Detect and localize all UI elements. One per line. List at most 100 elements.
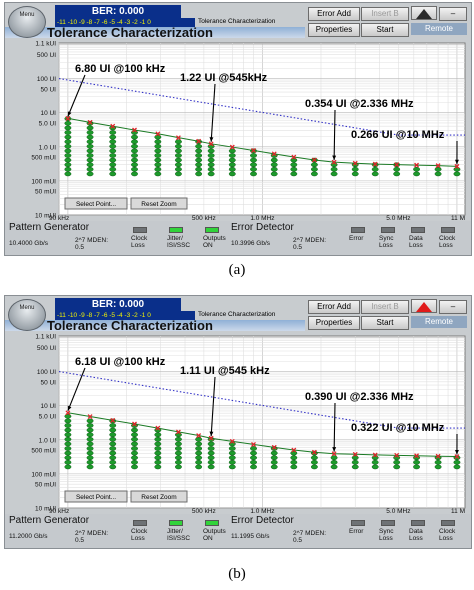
measurement-column xyxy=(270,446,278,470)
measurement-step xyxy=(131,157,138,163)
x-tick-label: 1.0 MHz xyxy=(250,508,274,514)
measurement-step xyxy=(154,157,162,163)
data-point-marker xyxy=(311,449,317,455)
error-add-button[interactable]: Error Add xyxy=(308,7,360,21)
measurement-step xyxy=(195,441,203,447)
measurement-column xyxy=(154,134,162,177)
measurement-step xyxy=(86,436,94,442)
measurement-column xyxy=(195,436,203,470)
measurement-step xyxy=(228,441,236,447)
x-tick-label: 500 kHz xyxy=(192,508,216,514)
data-point-marker xyxy=(132,421,137,427)
data-point-marker xyxy=(372,452,378,458)
properties-button[interactable]: Properties xyxy=(308,316,360,330)
measurement-step xyxy=(174,459,182,465)
measurement-step xyxy=(64,464,72,470)
measurement-step xyxy=(64,427,72,433)
measurement-step xyxy=(393,459,401,465)
select-point-button[interactable]: Select Point... xyxy=(64,197,128,210)
reset-zoom-button[interactable]: Reset Zoom xyxy=(130,490,188,503)
measurement-step xyxy=(109,436,117,442)
select-point-label: Select Point... xyxy=(76,494,116,501)
data-point-marker xyxy=(87,119,93,125)
measurement-column xyxy=(330,455,338,470)
measurement-step xyxy=(207,446,215,451)
measurement-step xyxy=(250,464,257,470)
measurement-step xyxy=(64,432,72,438)
measurement-column xyxy=(393,455,401,470)
measurement-step xyxy=(86,418,94,424)
measurement-column xyxy=(131,423,138,470)
measurement-step xyxy=(371,459,379,465)
data-point-marker xyxy=(65,115,71,121)
data-point-marker xyxy=(110,417,116,423)
measurement-step xyxy=(154,450,162,456)
measurement-step xyxy=(270,450,278,456)
measurement-step xyxy=(131,148,138,154)
measurement-step xyxy=(154,446,162,451)
measurement-step xyxy=(434,171,442,177)
measurement-step xyxy=(250,459,257,465)
ed-pattern: 2^7 MDEN: xyxy=(293,237,327,244)
measurement-step xyxy=(351,171,359,177)
data-point-marker xyxy=(155,131,161,137)
measurement-step xyxy=(86,139,94,145)
alarm-button[interactable] xyxy=(411,6,437,20)
data-point-marker xyxy=(414,453,420,459)
measurement-step xyxy=(270,464,278,470)
select-point-button[interactable]: Select Point... xyxy=(64,490,128,503)
y-tick-label: 10 UI xyxy=(40,403,56,410)
measurement-step xyxy=(207,171,215,177)
pg-bit-rate: 11.2000 Gb/s xyxy=(9,533,48,540)
alarm-button[interactable] xyxy=(411,299,437,313)
measurement-step xyxy=(64,166,72,172)
button-face xyxy=(130,197,188,210)
measurement-step xyxy=(195,153,203,158)
measurement-step xyxy=(290,455,298,461)
measurement-step xyxy=(228,157,236,163)
insert-b-button[interactable]: Insert B xyxy=(361,300,409,314)
measurement-step xyxy=(174,148,182,154)
menu-button[interactable]: Menu xyxy=(8,299,46,331)
status-led-label: Error xyxy=(349,235,364,242)
annotation-label: 0.266 UI @10 MHz xyxy=(351,129,445,141)
insert-b-button[interactable]: Insert B xyxy=(361,7,409,21)
y-tick-label: 100 UI xyxy=(37,369,56,376)
y-tick-label: 5.0 UI xyxy=(39,120,57,127)
minimize-button[interactable]: – xyxy=(439,7,467,21)
status-led-label: Clock xyxy=(131,528,148,535)
measurement-step xyxy=(86,134,94,140)
measurement-step xyxy=(64,455,72,461)
measurement-step xyxy=(174,171,182,177)
arrowhead xyxy=(209,431,214,437)
y-tick-label: 50 UI xyxy=(40,379,56,386)
measurement-step xyxy=(64,130,72,135)
measurement-step xyxy=(109,157,117,163)
measurement-step xyxy=(131,139,138,145)
menu-button[interactable]: Menu xyxy=(8,6,46,38)
measurement-column xyxy=(154,427,162,470)
status-led xyxy=(381,520,395,526)
measurement-step xyxy=(64,436,72,442)
measurement-step xyxy=(131,432,138,438)
measurement-step xyxy=(207,153,215,158)
measurement-column xyxy=(250,148,257,177)
reset-zoom-button[interactable]: Reset Zoom xyxy=(130,197,188,210)
measurement-step xyxy=(228,459,236,465)
status-led-label: Loss xyxy=(439,535,453,542)
start-button[interactable]: Start xyxy=(361,316,409,330)
minimize-button[interactable]: – xyxy=(439,300,467,314)
status-led-label: Jitter/ xyxy=(167,528,183,535)
annotation-label: 0.390 UI @2.336 MHz xyxy=(305,391,414,403)
measurement-step xyxy=(174,446,182,451)
page-title: Tolerance Characterization xyxy=(47,25,213,40)
y-tick-label: 100 mUI xyxy=(31,471,56,478)
measurement-step xyxy=(131,166,138,172)
error-add-button[interactable]: Error Add xyxy=(308,300,360,314)
status-led-label: Error xyxy=(349,528,364,535)
measurement-step xyxy=(64,157,72,163)
start-button[interactable]: Start xyxy=(361,23,409,37)
status-led xyxy=(133,520,147,526)
properties-button[interactable]: Properties xyxy=(308,23,360,37)
measurement-step xyxy=(290,171,298,177)
